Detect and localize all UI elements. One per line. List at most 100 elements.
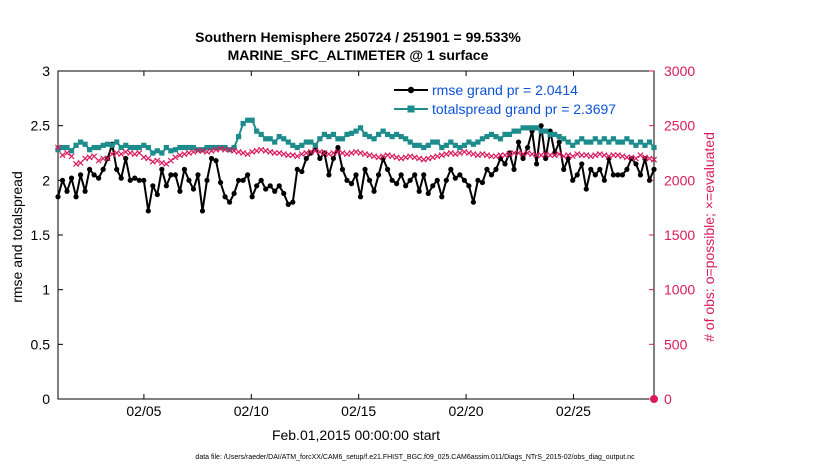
obs-evaluated-point xyxy=(641,154,648,161)
rmse-point xyxy=(394,181,400,187)
obs-evaluated-point xyxy=(389,153,396,160)
obs-evaluated-point xyxy=(145,155,152,162)
obs-evaluated-point xyxy=(249,148,256,155)
totalspread-point xyxy=(615,139,621,145)
rmse-point xyxy=(543,155,549,162)
totalspread-point xyxy=(68,148,75,154)
totalspread-point xyxy=(484,134,490,140)
obs-evaluated-point xyxy=(420,156,427,163)
totalspread-point xyxy=(403,136,409,142)
totalspread-point xyxy=(520,125,526,131)
obs-evaluated-point xyxy=(524,149,531,157)
totalspread-point xyxy=(168,148,174,154)
rmse-point xyxy=(389,177,395,183)
legend-rmse-label: rmse grand pr = 2.0414 xyxy=(432,82,578,98)
obs-evaluated-point xyxy=(59,152,66,159)
totalspread-point xyxy=(628,139,635,145)
totalspread-point xyxy=(380,128,386,134)
rmse-point xyxy=(362,166,368,172)
rmse-point xyxy=(154,191,160,198)
totalspread-point xyxy=(357,125,364,131)
totalspread-point xyxy=(245,117,251,123)
totalspread-point xyxy=(285,139,291,145)
obs-evaluated-point xyxy=(366,152,373,159)
totalspread-point xyxy=(637,139,644,145)
rmse-point xyxy=(222,194,228,200)
totalspread-point xyxy=(443,142,449,148)
rmse-point xyxy=(425,190,431,197)
x-tick-label: 02/15 xyxy=(341,403,376,419)
obs-evaluated-point xyxy=(605,153,612,160)
totalspread-point xyxy=(610,136,616,142)
rmse-point xyxy=(208,155,215,162)
left-y-tick-label: 1 xyxy=(42,282,50,298)
rmse-point xyxy=(326,172,332,178)
totalspread-point xyxy=(254,128,260,134)
totalspread-point xyxy=(317,136,323,142)
left-y-tick-label: 0.5 xyxy=(31,336,51,352)
rmse-point xyxy=(534,161,540,167)
obs-evaluated-point xyxy=(362,151,369,158)
obs-evaluated-point xyxy=(380,153,387,160)
totalspread-point xyxy=(561,136,567,142)
rmse-point xyxy=(186,177,192,183)
rmse-point xyxy=(439,194,445,200)
totalspread-point xyxy=(385,131,391,138)
rmse-point xyxy=(118,175,124,181)
obs-evaluated-point xyxy=(163,160,170,167)
obs-evaluated-point xyxy=(181,151,188,158)
obs-evaluated-point xyxy=(109,151,116,158)
obs-evaluated-point xyxy=(203,148,211,155)
rmse-point xyxy=(267,183,273,189)
rmse-point xyxy=(421,172,427,178)
rmse-point xyxy=(254,183,260,189)
left-y-tick-label: 0 xyxy=(42,391,50,407)
totalspread-point xyxy=(141,142,147,148)
rmse-point xyxy=(488,172,495,178)
right-y-tick-label: 2000 xyxy=(664,172,695,188)
obs-evaluated-point xyxy=(447,149,454,157)
obs-evaluated-point xyxy=(565,152,572,159)
rmse-point xyxy=(651,166,657,172)
obs-evaluated-point xyxy=(619,153,626,160)
rmse-point xyxy=(132,175,138,181)
obs-evaluated-point xyxy=(267,148,274,155)
rmse-point xyxy=(371,188,377,194)
rmse-point xyxy=(633,161,639,167)
rmse-point xyxy=(592,172,598,178)
totalspread-point xyxy=(222,144,228,151)
obs-evaluated-point xyxy=(429,154,436,161)
obs-evaluated-point xyxy=(312,147,319,154)
rmse-point xyxy=(434,177,440,183)
rmse-point xyxy=(416,188,422,194)
rmse-point xyxy=(281,190,287,197)
totalspread-point xyxy=(172,147,178,153)
obs-evaluated-point xyxy=(199,147,206,154)
rmse-point xyxy=(136,177,142,183)
obs-evaluated-point xyxy=(307,148,314,155)
rmse-point xyxy=(303,155,309,162)
totalspread-point xyxy=(574,139,580,145)
totalspread-point xyxy=(249,117,255,123)
rmse-point xyxy=(96,175,102,181)
totalspread-point xyxy=(529,125,535,131)
totalspread-point xyxy=(335,136,341,142)
obs-evaluated-point xyxy=(339,149,346,157)
obs-evaluated-point xyxy=(497,152,504,159)
rmse-point xyxy=(240,177,246,183)
rmse-point xyxy=(199,208,206,214)
totalspread-point xyxy=(240,120,246,127)
rmse-point xyxy=(610,172,616,178)
rmse-point xyxy=(407,177,413,183)
totalspread-point xyxy=(425,142,431,148)
obs-evaluated-point xyxy=(213,146,220,153)
totalspread-point xyxy=(407,139,413,145)
obs-evaluated-point xyxy=(208,147,215,154)
obs-evaluated-point xyxy=(583,152,590,159)
rmse-point xyxy=(470,199,476,205)
obs-evaluated-point xyxy=(127,149,134,157)
obs-evaluated-point xyxy=(325,151,332,158)
totalspread-point xyxy=(299,142,305,148)
rmse-point xyxy=(308,150,314,156)
totalspread-point xyxy=(366,134,373,140)
